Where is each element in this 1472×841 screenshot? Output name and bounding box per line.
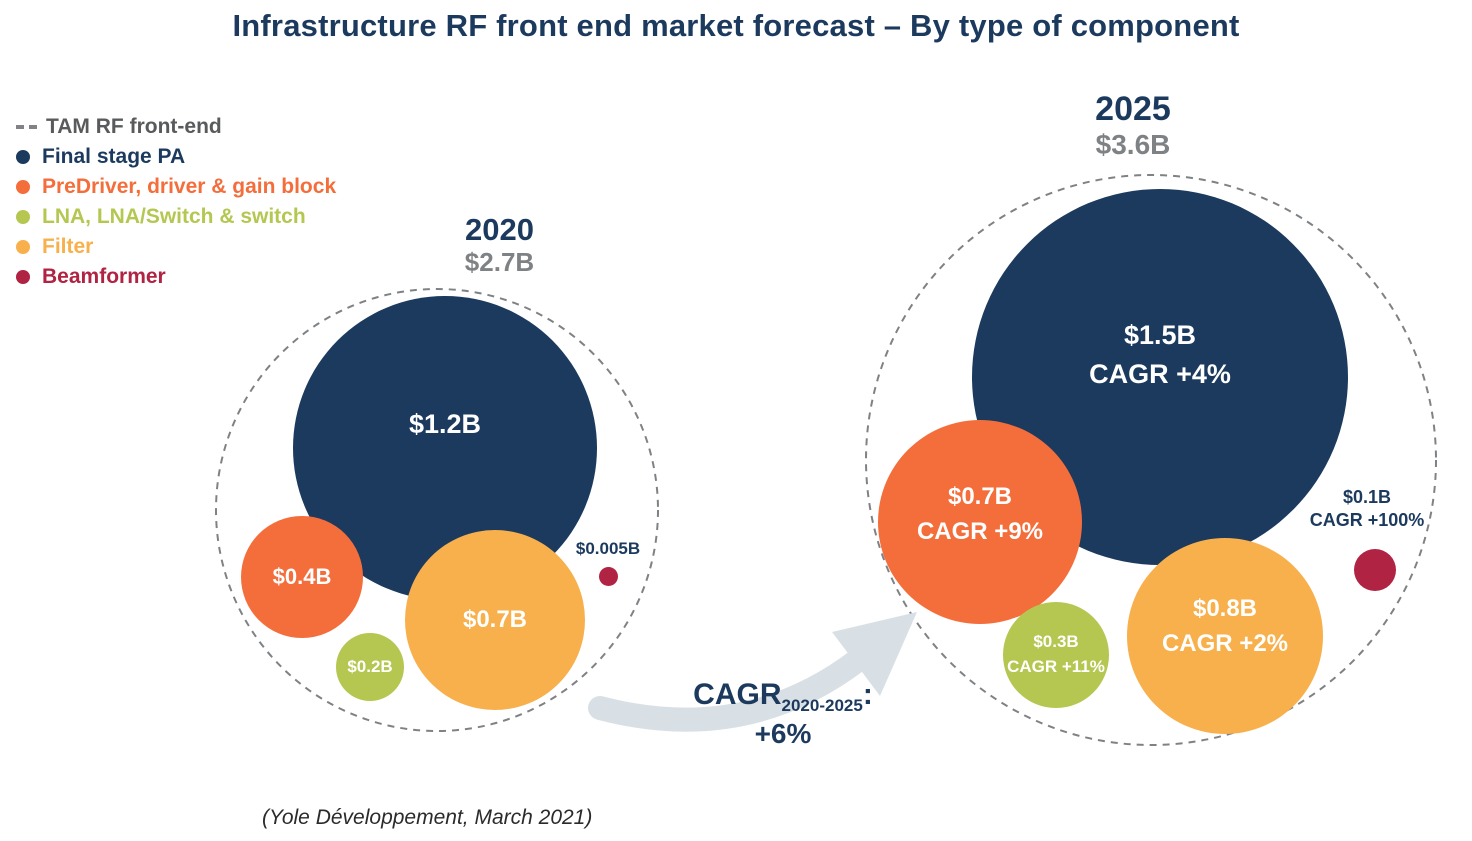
- legend-item-final-stage-pa: Final stage PA: [16, 142, 336, 172]
- legend-item-predriver: PreDriver, driver & gain block: [16, 172, 336, 202]
- source-citation: (Yole Développement, March 2021): [262, 806, 593, 829]
- bubble-cagr-label: CAGR +11%: [1007, 657, 1105, 676]
- cagr-value: +6%: [754, 718, 812, 749]
- year-label: 2020: [465, 212, 534, 247]
- bubble-value-label: $0.4B: [272, 564, 332, 590]
- bubble-2025-beamformer-label: $0.1B CAGR +100%: [1283, 486, 1451, 531]
- legend-label: Beamformer: [42, 265, 166, 288]
- bubble-2025-predriver: $0.7B CAGR +9%: [878, 420, 1082, 624]
- dot-icon: [16, 150, 30, 164]
- legend-label: TAM RF front-end: [46, 115, 222, 138]
- bubble-value-label: $1.5B: [1123, 319, 1197, 350]
- bubble-2025-filter: $0.8B CAGR +2%: [1127, 538, 1323, 734]
- bubble-cagr-label: CAGR +2%: [1161, 630, 1289, 657]
- tam-value-label: $3.6B: [1095, 129, 1171, 161]
- cagr-colon: :: [862, 678, 873, 711]
- dot-icon: [16, 240, 30, 254]
- tam-dashed-circle-2025: [865, 174, 1437, 746]
- bubble-2020-beamformer: [599, 567, 618, 586]
- bubble-value-label: $0.8B: [1192, 595, 1258, 623]
- legend-label: Filter: [42, 235, 94, 258]
- bubble-2025-beamformer: [1354, 549, 1396, 591]
- tam-dashed-circle-2020: [215, 288, 659, 732]
- bubble-2020-predriver: $0.4B: [241, 516, 363, 638]
- legend-item-filter: Filter: [16, 232, 336, 262]
- cagr-prefix: CAGR: [693, 678, 782, 711]
- legend: TAM RF front-end Final stage PA PreDrive…: [16, 112, 336, 292]
- bubble-cagr-label: CAGR +4%: [1089, 359, 1231, 389]
- dot-icon: [16, 270, 30, 284]
- bubble-value-label: $0.7B: [947, 483, 1013, 511]
- group-header-2020: 2020 $2.7B: [417, 212, 582, 278]
- bubble-value-label: $0.2B: [347, 656, 393, 676]
- overall-cagr-annotation: CAGR2020-2025: +6%: [652, 678, 914, 750]
- growth-arrow: [588, 648, 870, 732]
- legend-label: Final stage PA: [42, 145, 186, 168]
- legend-item-tam: TAM RF front-end: [16, 112, 336, 142]
- growth-arrow-head-icon: [832, 612, 917, 696]
- bubble-value-label: $0.3B: [1033, 632, 1079, 652]
- bubble-cagr-label: CAGR +9%: [916, 518, 1044, 545]
- tam-value-label: $2.7B: [464, 246, 535, 277]
- dot-icon: [16, 180, 30, 194]
- legend-label: PreDriver, driver & gain block: [42, 175, 337, 198]
- bubble-2020-lna-switch: $0.2B: [336, 633, 404, 701]
- bubble-value-label: $1.2B: [408, 409, 482, 440]
- bubble-cagr-label: CAGR +100%: [1309, 509, 1425, 530]
- year-label: 2025: [1095, 90, 1171, 128]
- bubble-value-label: $0.1B: [1342, 487, 1392, 507]
- dot-icon: [16, 210, 30, 224]
- legend-label: LNA, LNA/Switch & switch: [42, 205, 306, 228]
- cagr-subscript: 2020-2025: [781, 696, 863, 715]
- dashed-line-icon: [16, 125, 37, 129]
- group-header-2025: 2025 $3.6B: [1048, 90, 1218, 161]
- bubble-2020-beamformer-label: $0.005B: [575, 539, 641, 558]
- bubble-2020-filter: $0.7B: [405, 530, 585, 710]
- legend-item-beamformer: Beamformer: [16, 262, 336, 292]
- legend-item-lna-switch: LNA, LNA/Switch & switch: [16, 202, 336, 232]
- bubble-value-label: $0.7B: [462, 605, 528, 633]
- bubble-2025-lna-switch: $0.3B CAGR +11%: [1003, 602, 1109, 708]
- chart-title: Infrastructure RF front end market forec…: [232, 8, 1240, 43]
- cagr-annotation-line: CAGR2020-2025:: [652, 678, 914, 716]
